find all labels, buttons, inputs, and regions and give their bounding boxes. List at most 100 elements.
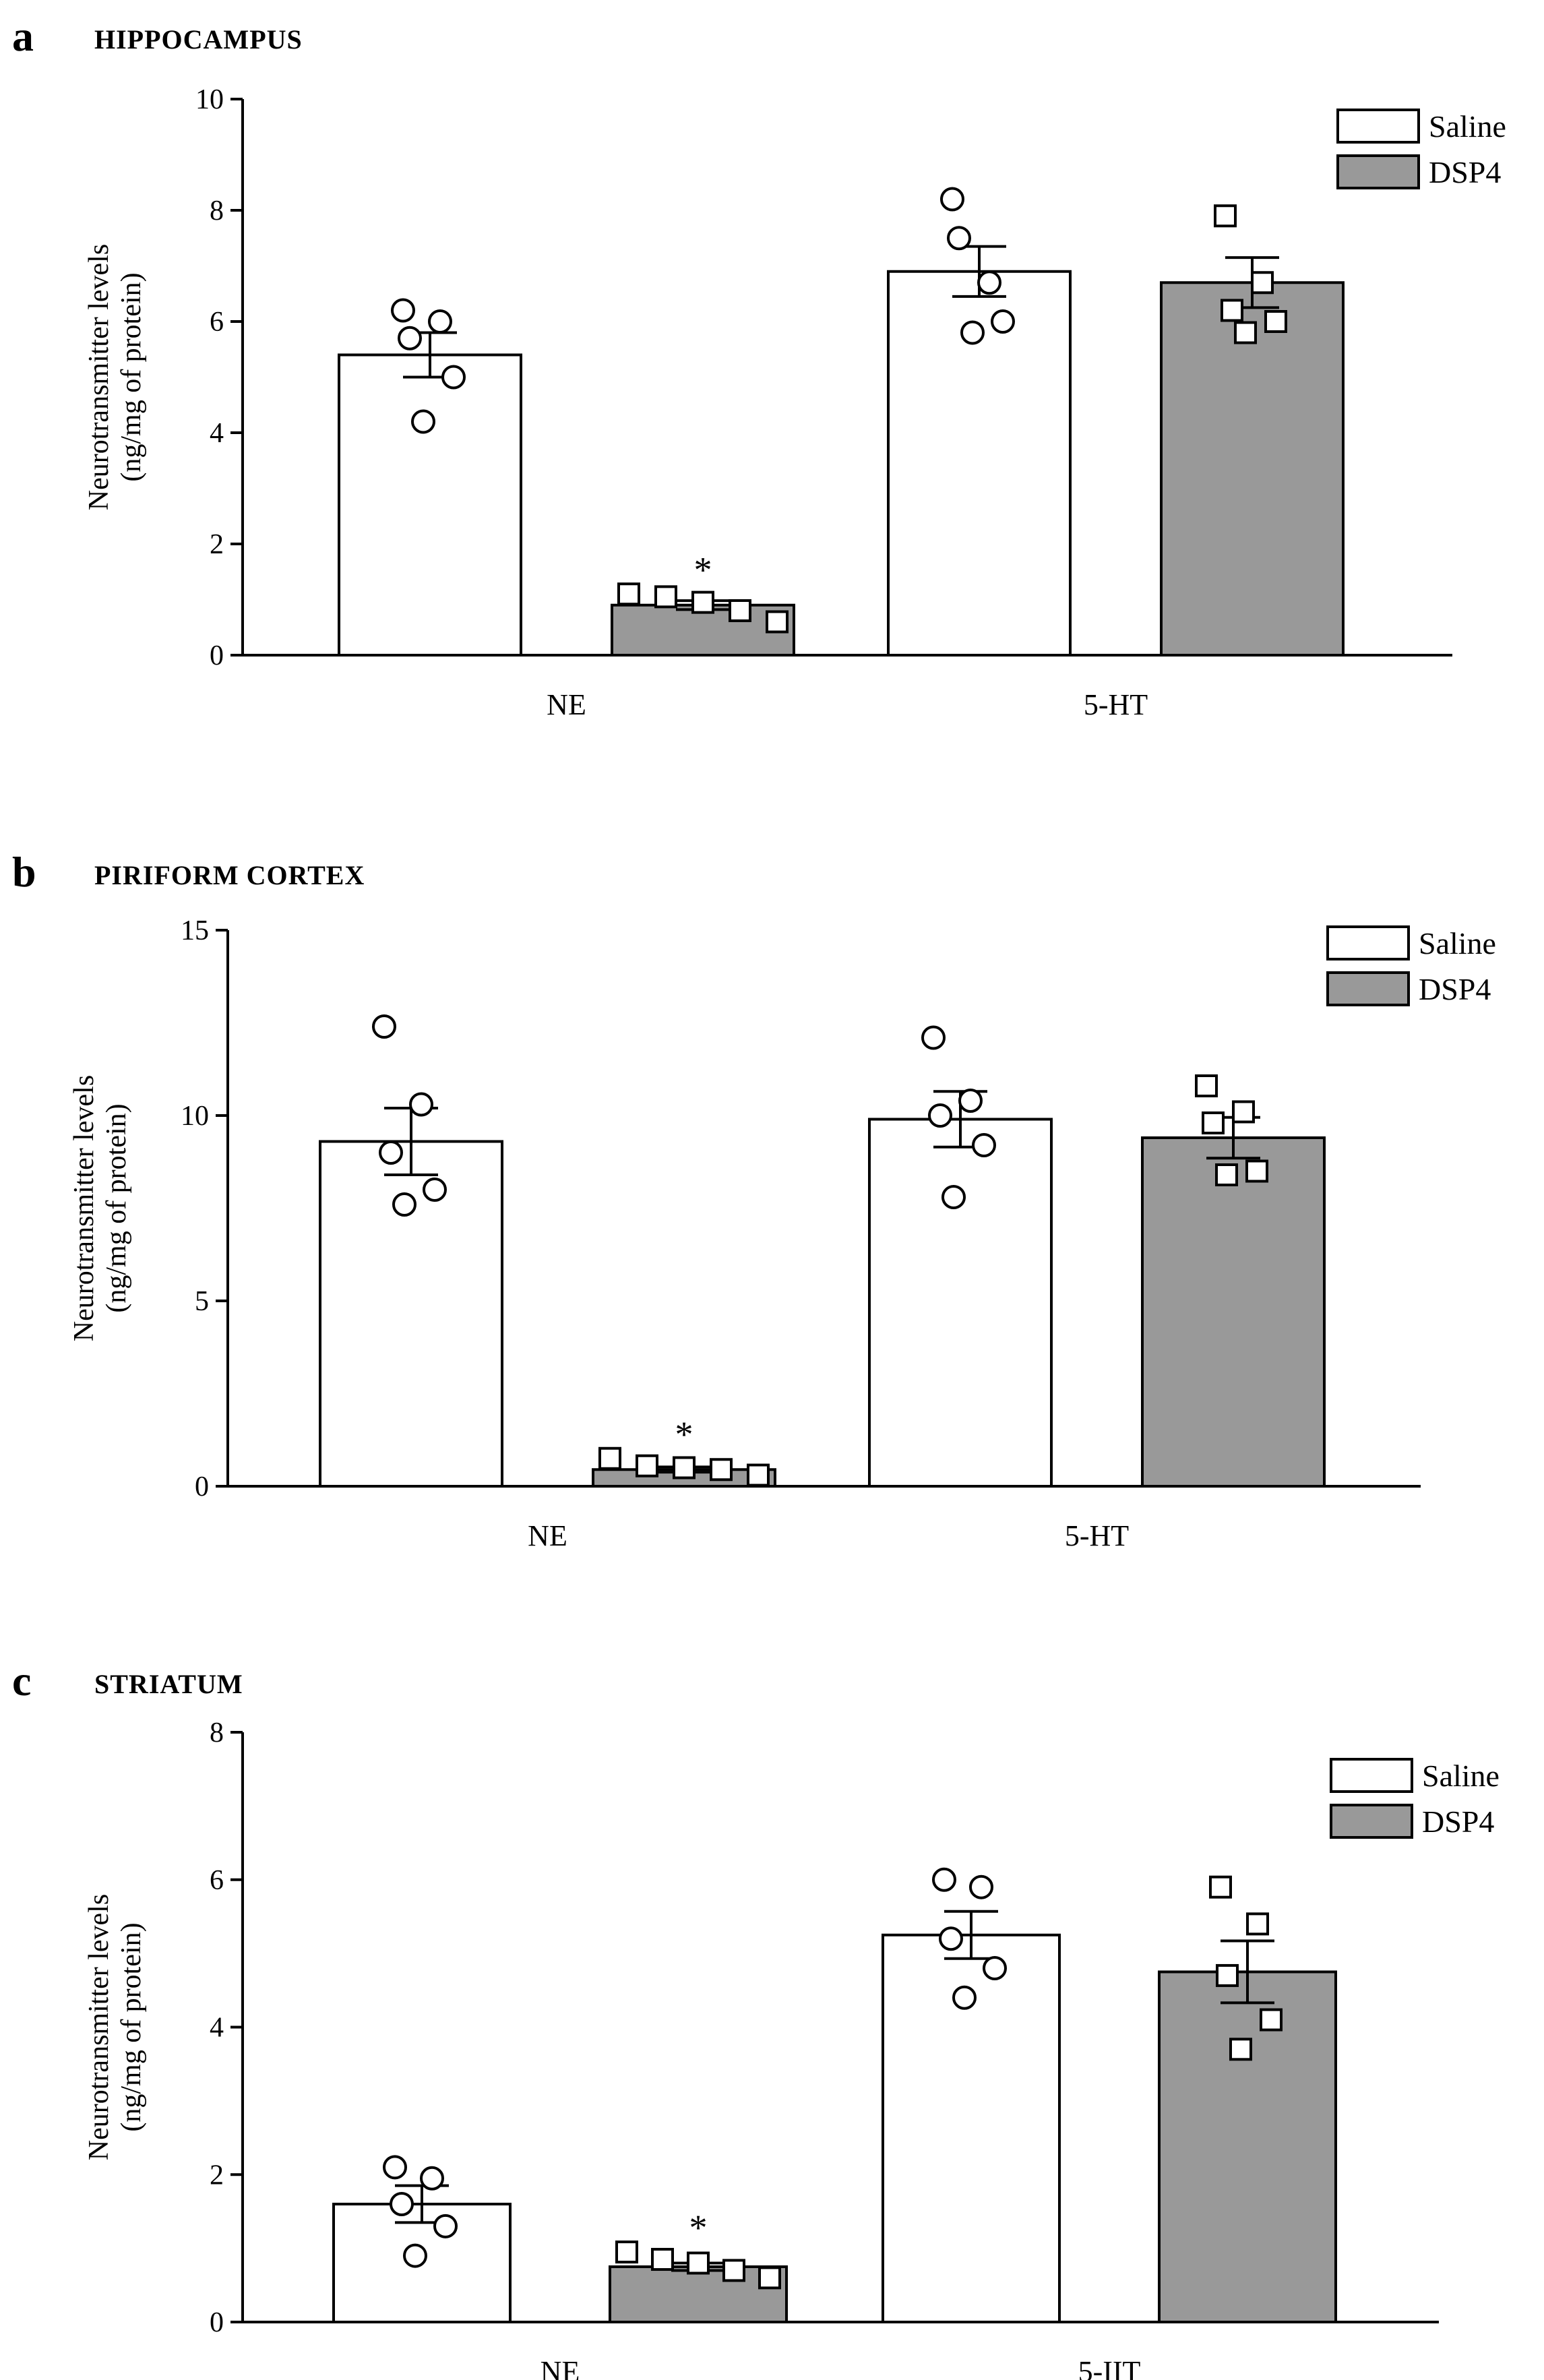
data-point-square	[617, 582, 640, 606]
y-axis-label: Neurotransmitter levels (ng/mg of protein…	[69, 1075, 132, 1341]
panel-letter: b	[12, 848, 36, 896]
y-axis-label-line: Neurotransmitter levels	[84, 1894, 115, 2160]
y-axis-label: Neurotransmitter levels (ng/mg of protein…	[84, 1894, 147, 2160]
legend-label: Saline	[1429, 109, 1506, 144]
data-point-circle	[411, 409, 435, 434]
x-category-label: NE	[541, 2355, 580, 2380]
data-point-circle	[921, 1025, 946, 1050]
data-point-square	[1251, 271, 1274, 295]
data-point-circle	[932, 1867, 956, 1892]
panel-title: PIRIFORM CORTEX	[94, 860, 365, 890]
data-point-square	[1195, 1074, 1218, 1097]
data-point-square	[1246, 1912, 1269, 1936]
y-tick-label: 6	[210, 1865, 224, 1896]
data-point-square	[687, 2251, 710, 2275]
panel-title: HIPPOCAMPUS	[94, 24, 303, 55]
panel-letter: c	[12, 1657, 31, 1705]
legend-swatch	[1330, 1804, 1413, 1839]
y-tick-label: 0	[210, 640, 224, 671]
data-point-circle	[433, 2214, 458, 2238]
x-category-label: 5-HT	[1065, 1519, 1129, 1552]
y-tick-label: 5	[195, 1286, 209, 1317]
data-point-circle	[983, 1956, 1007, 1980]
y-tick-label: 15	[181, 915, 209, 946]
data-point-circle	[928, 1103, 952, 1128]
significance-marker: *	[675, 1414, 693, 1455]
data-point-square	[651, 2248, 674, 2271]
legend-label: DSP4	[1419, 972, 1491, 1006]
data-point-circle	[391, 298, 415, 323]
data-point-circle	[941, 1185, 966, 1209]
significance-marker: *	[694, 549, 712, 590]
data-point-circle	[383, 2155, 407, 2180]
data-point-circle	[958, 1089, 983, 1113]
data-point-square	[1260, 2008, 1283, 2032]
y-axis-label: Neurotransmitter levels (ng/mg of protein…	[84, 244, 147, 510]
data-point-square	[691, 590, 714, 614]
bar-dsp4-ne	[609, 2265, 788, 2323]
data-point-square	[1215, 1163, 1238, 1186]
data-point-square	[598, 1446, 621, 1470]
bar-dsp4-5-iit	[1158, 1970, 1337, 2323]
x-category-label: 5-IIT	[1078, 2355, 1141, 2380]
bar-saline-ne	[319, 1140, 503, 1488]
data-point-circle	[947, 226, 971, 251]
data-point-square	[1245, 1159, 1268, 1183]
data-point-square	[1214, 204, 1237, 228]
data-point-circle	[390, 2192, 414, 2216]
data-point-square	[1229, 2038, 1252, 2061]
y-tick-label: 4	[210, 2013, 224, 2044]
panel-letter: a	[12, 12, 34, 60]
legend-swatch	[1336, 109, 1420, 144]
data-point-square	[758, 2266, 781, 2290]
data-point-circle	[392, 1192, 416, 1217]
data-point-circle	[420, 2166, 444, 2191]
y-axis-label-line: (ng/mg of protein)	[116, 1922, 147, 2131]
x-category-label: NE	[528, 1519, 567, 1552]
y-tick-label: 6	[210, 307, 224, 338]
y-axis-label-line: (ng/mg of protein)	[101, 1103, 132, 1312]
bar-dsp4-5-ht	[1160, 281, 1345, 657]
bar-saline-ne	[338, 353, 522, 657]
y-tick-label: 2	[210, 2160, 224, 2191]
legend-swatch	[1336, 154, 1420, 189]
data-point-circle	[969, 1874, 993, 1899]
data-point-square	[747, 1463, 770, 1487]
data-point-square	[654, 585, 677, 609]
data-point-square	[673, 1456, 696, 1479]
data-point-square	[615, 2240, 638, 2264]
data-point-square	[636, 1454, 658, 1477]
y-tick-label: 0	[210, 2307, 224, 2338]
panel-b: b PIRIFORM CORTEX 0 5 10 15 Neurotransmitter l…	[12, 848, 1496, 1552]
data-point-square	[722, 2259, 745, 2282]
panel-title: STRIATUM	[94, 1669, 243, 1699]
data-point-circle	[409, 1092, 433, 1117]
bar-saline-5-ht	[868, 1118, 1053, 1488]
data-point-circle	[372, 1014, 396, 1039]
data-point-circle	[428, 309, 452, 334]
y-tick-label: 4	[210, 418, 224, 449]
legend-label: DSP4	[1429, 155, 1501, 189]
legend-label: Saline	[1419, 926, 1496, 960]
y-axis-label-line: Neurotransmitter levels	[69, 1075, 100, 1341]
data-point-square	[1216, 1963, 1239, 1987]
legend-swatch	[1330, 1758, 1413, 1793]
bar-dsp4-5-ht	[1141, 1136, 1326, 1488]
y-tick-label: 10	[181, 1101, 209, 1132]
data-point-square	[1209, 1875, 1232, 1899]
y-tick-label: 0	[195, 1471, 209, 1502]
y-tick-label: 8	[210, 195, 224, 226]
panel-a: a HIPPOCAMPUS 0 2 4 6 8 10 Neurotransmitter leve…	[12, 12, 1506, 721]
y-tick-label: 2	[210, 529, 224, 560]
data-point-square	[1234, 321, 1257, 344]
data-point-square	[766, 610, 789, 634]
legend-label: DSP4	[1422, 1804, 1494, 1839]
data-point-circle	[940, 187, 964, 212]
data-point-circle	[379, 1140, 403, 1165]
data-point-circle	[423, 1178, 447, 1202]
data-point-square	[1232, 1100, 1255, 1124]
x-category-label: NE	[547, 688, 586, 721]
x-category-label: 5-HT	[1084, 688, 1148, 721]
panel-c: c STRIATUM 0 2 4 6 8 Neurotransmitter levels (ng…	[12, 1657, 1500, 2380]
